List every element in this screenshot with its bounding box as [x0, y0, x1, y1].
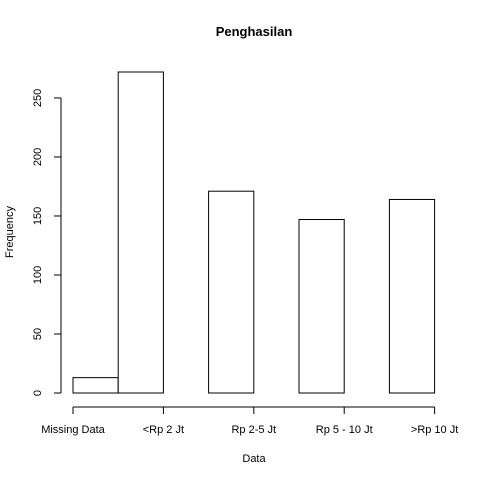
y-tick-label: 50	[32, 328, 44, 340]
y-tick-label: 250	[32, 89, 44, 107]
x-axis: Missing Data <Rp 2 Jt Rp 2-5 Jt Rp 5 - 10 J…	[41, 406, 458, 436]
x-tick-label: Rp 5 - 10 Jt	[316, 424, 373, 436]
y-axis-label: Frequency	[4, 206, 16, 258]
x-tick-label: >Rp 10 Jt	[411, 424, 458, 436]
y-tick-label: 200	[32, 148, 44, 166]
bar-3	[208, 190, 255, 394]
bars-group	[72, 71, 436, 394]
bar-0	[72, 377, 119, 394]
x-tick-label: Rp 2-5 Jt	[231, 424, 276, 436]
chart-title: Penghasilan	[216, 24, 293, 39]
bar-1	[117, 71, 164, 394]
x-tick-label: Missing Data	[41, 424, 105, 436]
bar-5	[298, 219, 345, 394]
y-tick-label: 100	[32, 266, 44, 284]
x-axis-label: Data	[242, 453, 266, 465]
bar-7	[388, 198, 436, 394]
y-tick-label: 0	[32, 390, 44, 396]
x-tick-label: <Rp 2 Jt	[143, 424, 184, 436]
y-axis: 0 50 100 150 200 250	[32, 89, 62, 396]
y-tick-label: 150	[32, 207, 44, 225]
